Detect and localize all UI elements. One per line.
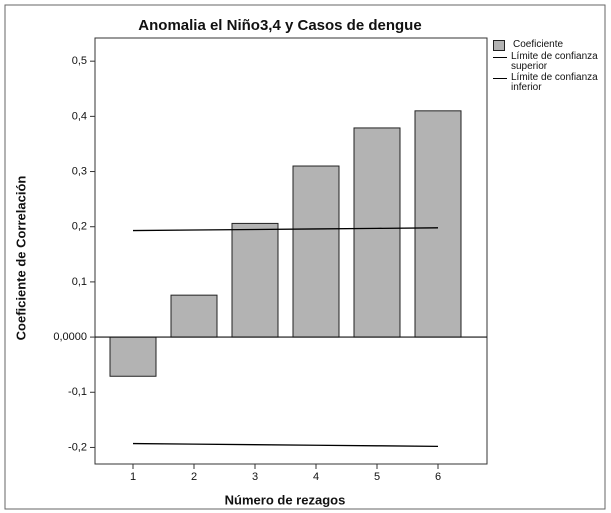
x-tick-label: 5: [374, 471, 380, 483]
legend-label: Coeficiente: [513, 39, 564, 50]
x-tick-label: 4: [313, 471, 319, 483]
bar: [414, 110, 462, 338]
x-tick-label: 3: [252, 471, 258, 483]
y-tick-label: 0,5: [72, 55, 87, 67]
legend-label: Límite de confianza superior: [511, 51, 598, 72]
y-tick-label: -0,2: [68, 441, 87, 453]
bar: [170, 294, 218, 338]
bar: [231, 222, 279, 338]
y-tick-label: 0,3: [72, 165, 87, 177]
y-tick-label: 0,1: [72, 276, 87, 288]
legend: Coeficiente Límite de confianza superior L…: [493, 40, 605, 94]
y-tick-label: 0,2: [72, 221, 87, 233]
y-tick-label: -0,1: [68, 386, 87, 398]
legend-swatch: [493, 40, 505, 51]
chart-title: Anomalia el Niño3,4 y Casos de dengue: [138, 17, 421, 34]
bar: [353, 127, 401, 338]
bar: [292, 165, 340, 338]
legend-item: Coeficiente: [493, 40, 605, 51]
legend-item: Límite de confianza inferior: [493, 73, 605, 93]
legend-swatch: [493, 52, 507, 58]
y-tick-label: 0,4: [72, 110, 87, 122]
legend-label: Límite de confianza inferior: [511, 72, 598, 93]
legend-item: Límite de confianza superior: [493, 52, 605, 72]
legend-swatch: [493, 73, 507, 79]
bar: [109, 336, 157, 377]
confidence-line: [132, 442, 439, 447]
x-axis-label: Número de rezagos: [225, 492, 346, 507]
y-tick-label: 0,0000: [53, 331, 87, 343]
x-tick-label: 6: [435, 471, 441, 483]
confidence-line: [132, 227, 439, 232]
x-tick-label: 2: [191, 471, 197, 483]
y-axis-label: Coeficiente de Correlación: [13, 176, 28, 341]
x-tick-label: 1: [130, 471, 136, 483]
